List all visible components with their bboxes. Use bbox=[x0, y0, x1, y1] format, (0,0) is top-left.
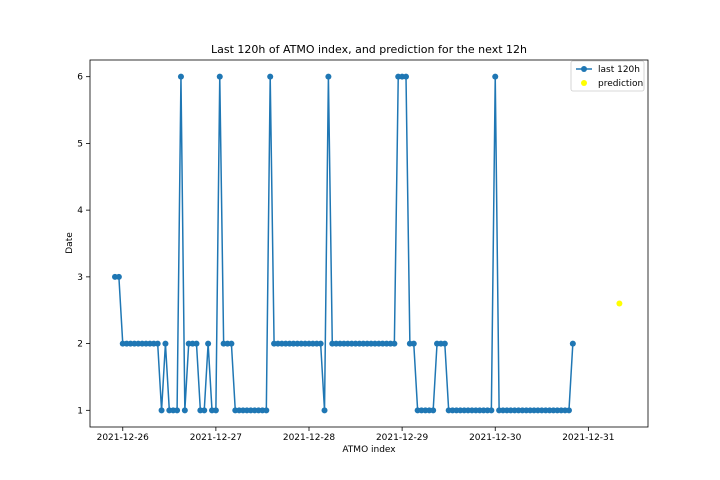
y-tick-label: 3 bbox=[77, 273, 83, 283]
data-point bbox=[205, 340, 212, 347]
legend-label-last-120h: last 120h bbox=[598, 65, 640, 75]
data-point bbox=[228, 340, 235, 347]
y-tick-label: 4 bbox=[77, 206, 83, 216]
x-axis-ticks: 2021-12-26 2021-12-27 2021-12-28 2021-12-29… bbox=[97, 427, 615, 443]
data-point bbox=[181, 407, 188, 414]
x-tick-label: 2021-12-31 bbox=[562, 433, 614, 443]
series-line-last-120h bbox=[115, 75, 574, 412]
y-axis-label: Date bbox=[65, 232, 75, 254]
data-point bbox=[115, 273, 122, 280]
data-point bbox=[492, 73, 499, 80]
data-point bbox=[430, 407, 437, 414]
y-axis-ticks: 1 2 3 4 5 6 bbox=[77, 73, 90, 416]
x-tick-label: 2021-12-27 bbox=[190, 433, 242, 443]
data-point bbox=[565, 407, 572, 414]
legend-marker-prediction bbox=[581, 80, 587, 86]
series-markers-prediction bbox=[616, 300, 623, 307]
data-point bbox=[212, 407, 219, 414]
x-tick-label: 2021-12-29 bbox=[376, 433, 429, 443]
data-point bbox=[403, 73, 409, 80]
legend: last 120h prediction bbox=[570, 60, 645, 92]
y-tick-label: 6 bbox=[77, 73, 83, 83]
data-point bbox=[201, 407, 208, 414]
data-point bbox=[321, 407, 328, 414]
x-axis-label: ATMO index bbox=[342, 445, 396, 455]
data-point bbox=[216, 73, 223, 80]
data-point bbox=[158, 407, 165, 414]
data-point bbox=[569, 340, 576, 347]
data-point bbox=[174, 407, 181, 414]
legend-label-prediction: prediction bbox=[598, 79, 643, 89]
prediction-point bbox=[616, 300, 623, 307]
y-tick-label: 5 bbox=[77, 139, 83, 149]
data-point bbox=[263, 407, 270, 414]
data-point bbox=[317, 340, 324, 347]
x-tick-label: 2021-12-28 bbox=[283, 433, 336, 443]
data-point bbox=[177, 73, 184, 80]
data-point bbox=[154, 340, 161, 347]
legend-marker-last-120h bbox=[581, 66, 587, 72]
x-tick-label: 2021-12-30 bbox=[469, 433, 522, 443]
chart-title: Last 120h of ATMO index, and prediction … bbox=[211, 43, 527, 56]
data-point bbox=[441, 340, 448, 347]
x-tick-label: 2021-12-26 bbox=[97, 433, 150, 443]
data-point bbox=[267, 73, 274, 80]
plot-area bbox=[89, 59, 649, 428]
data-point bbox=[162, 340, 169, 347]
data-point bbox=[325, 73, 332, 80]
data-point bbox=[391, 340, 398, 347]
data-point bbox=[488, 407, 495, 414]
series-markers-last-120h bbox=[112, 73, 576, 414]
y-tick-label: 1 bbox=[77, 406, 83, 416]
data-point bbox=[193, 340, 200, 347]
data-point bbox=[410, 340, 417, 347]
y-tick-label: 2 bbox=[77, 340, 83, 350]
